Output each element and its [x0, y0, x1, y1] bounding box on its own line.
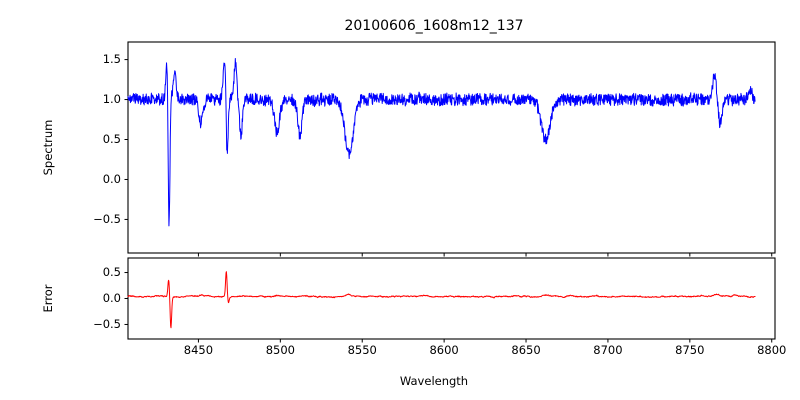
y-tick-label: 1.5	[103, 52, 121, 66]
x-axis-label: Wavelength	[400, 374, 468, 388]
x-tick-label: 8450	[184, 343, 213, 357]
x-tick-label: 8650	[511, 343, 540, 357]
y-tick-label: 0.0	[103, 172, 121, 186]
y-tick-label: 0.5	[103, 132, 121, 146]
y-tick-label: 0.5	[103, 265, 121, 279]
x-tick-label: 8600	[429, 343, 458, 357]
y-tick-label: −0.5	[93, 317, 121, 331]
series-error-line	[127, 271, 756, 329]
axis-frame	[127, 41, 776, 254]
y-axis-label-error: Error	[41, 284, 55, 312]
y-tick-label: 0.0	[103, 291, 121, 305]
spectrum-panel: −0.5 0.0 0.5 1.0 1.5	[93, 41, 776, 257]
x-tick-label: 8700	[593, 343, 622, 357]
y-axis-label-spectrum: Spectrum	[41, 120, 55, 176]
x-tick-label: 8500	[266, 343, 295, 357]
x-tick-label: 8550	[348, 343, 377, 357]
error-panel: −0.5 0.0 0.5 8450 8500 8550 8600 8650 8700 8750 88…	[93, 257, 786, 357]
x-tick-label: 8800	[757, 343, 786, 357]
x-tick-label: 8750	[675, 343, 704, 357]
series-spectrum-line	[127, 58, 756, 227]
y-tick-label: −0.5	[93, 212, 121, 226]
page-title: 20100606_1608m12_137	[344, 18, 523, 34]
y-tick-label: 1.0	[103, 92, 121, 106]
